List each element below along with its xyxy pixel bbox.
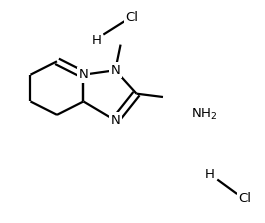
Text: N: N bbox=[111, 64, 120, 77]
Text: NH$_2$: NH$_2$ bbox=[191, 107, 217, 122]
Text: H: H bbox=[205, 168, 215, 181]
Text: Cl: Cl bbox=[238, 192, 251, 204]
Text: N: N bbox=[79, 68, 88, 81]
Text: H: H bbox=[92, 34, 102, 47]
Text: N: N bbox=[111, 114, 120, 127]
Text: Cl: Cl bbox=[125, 11, 139, 24]
